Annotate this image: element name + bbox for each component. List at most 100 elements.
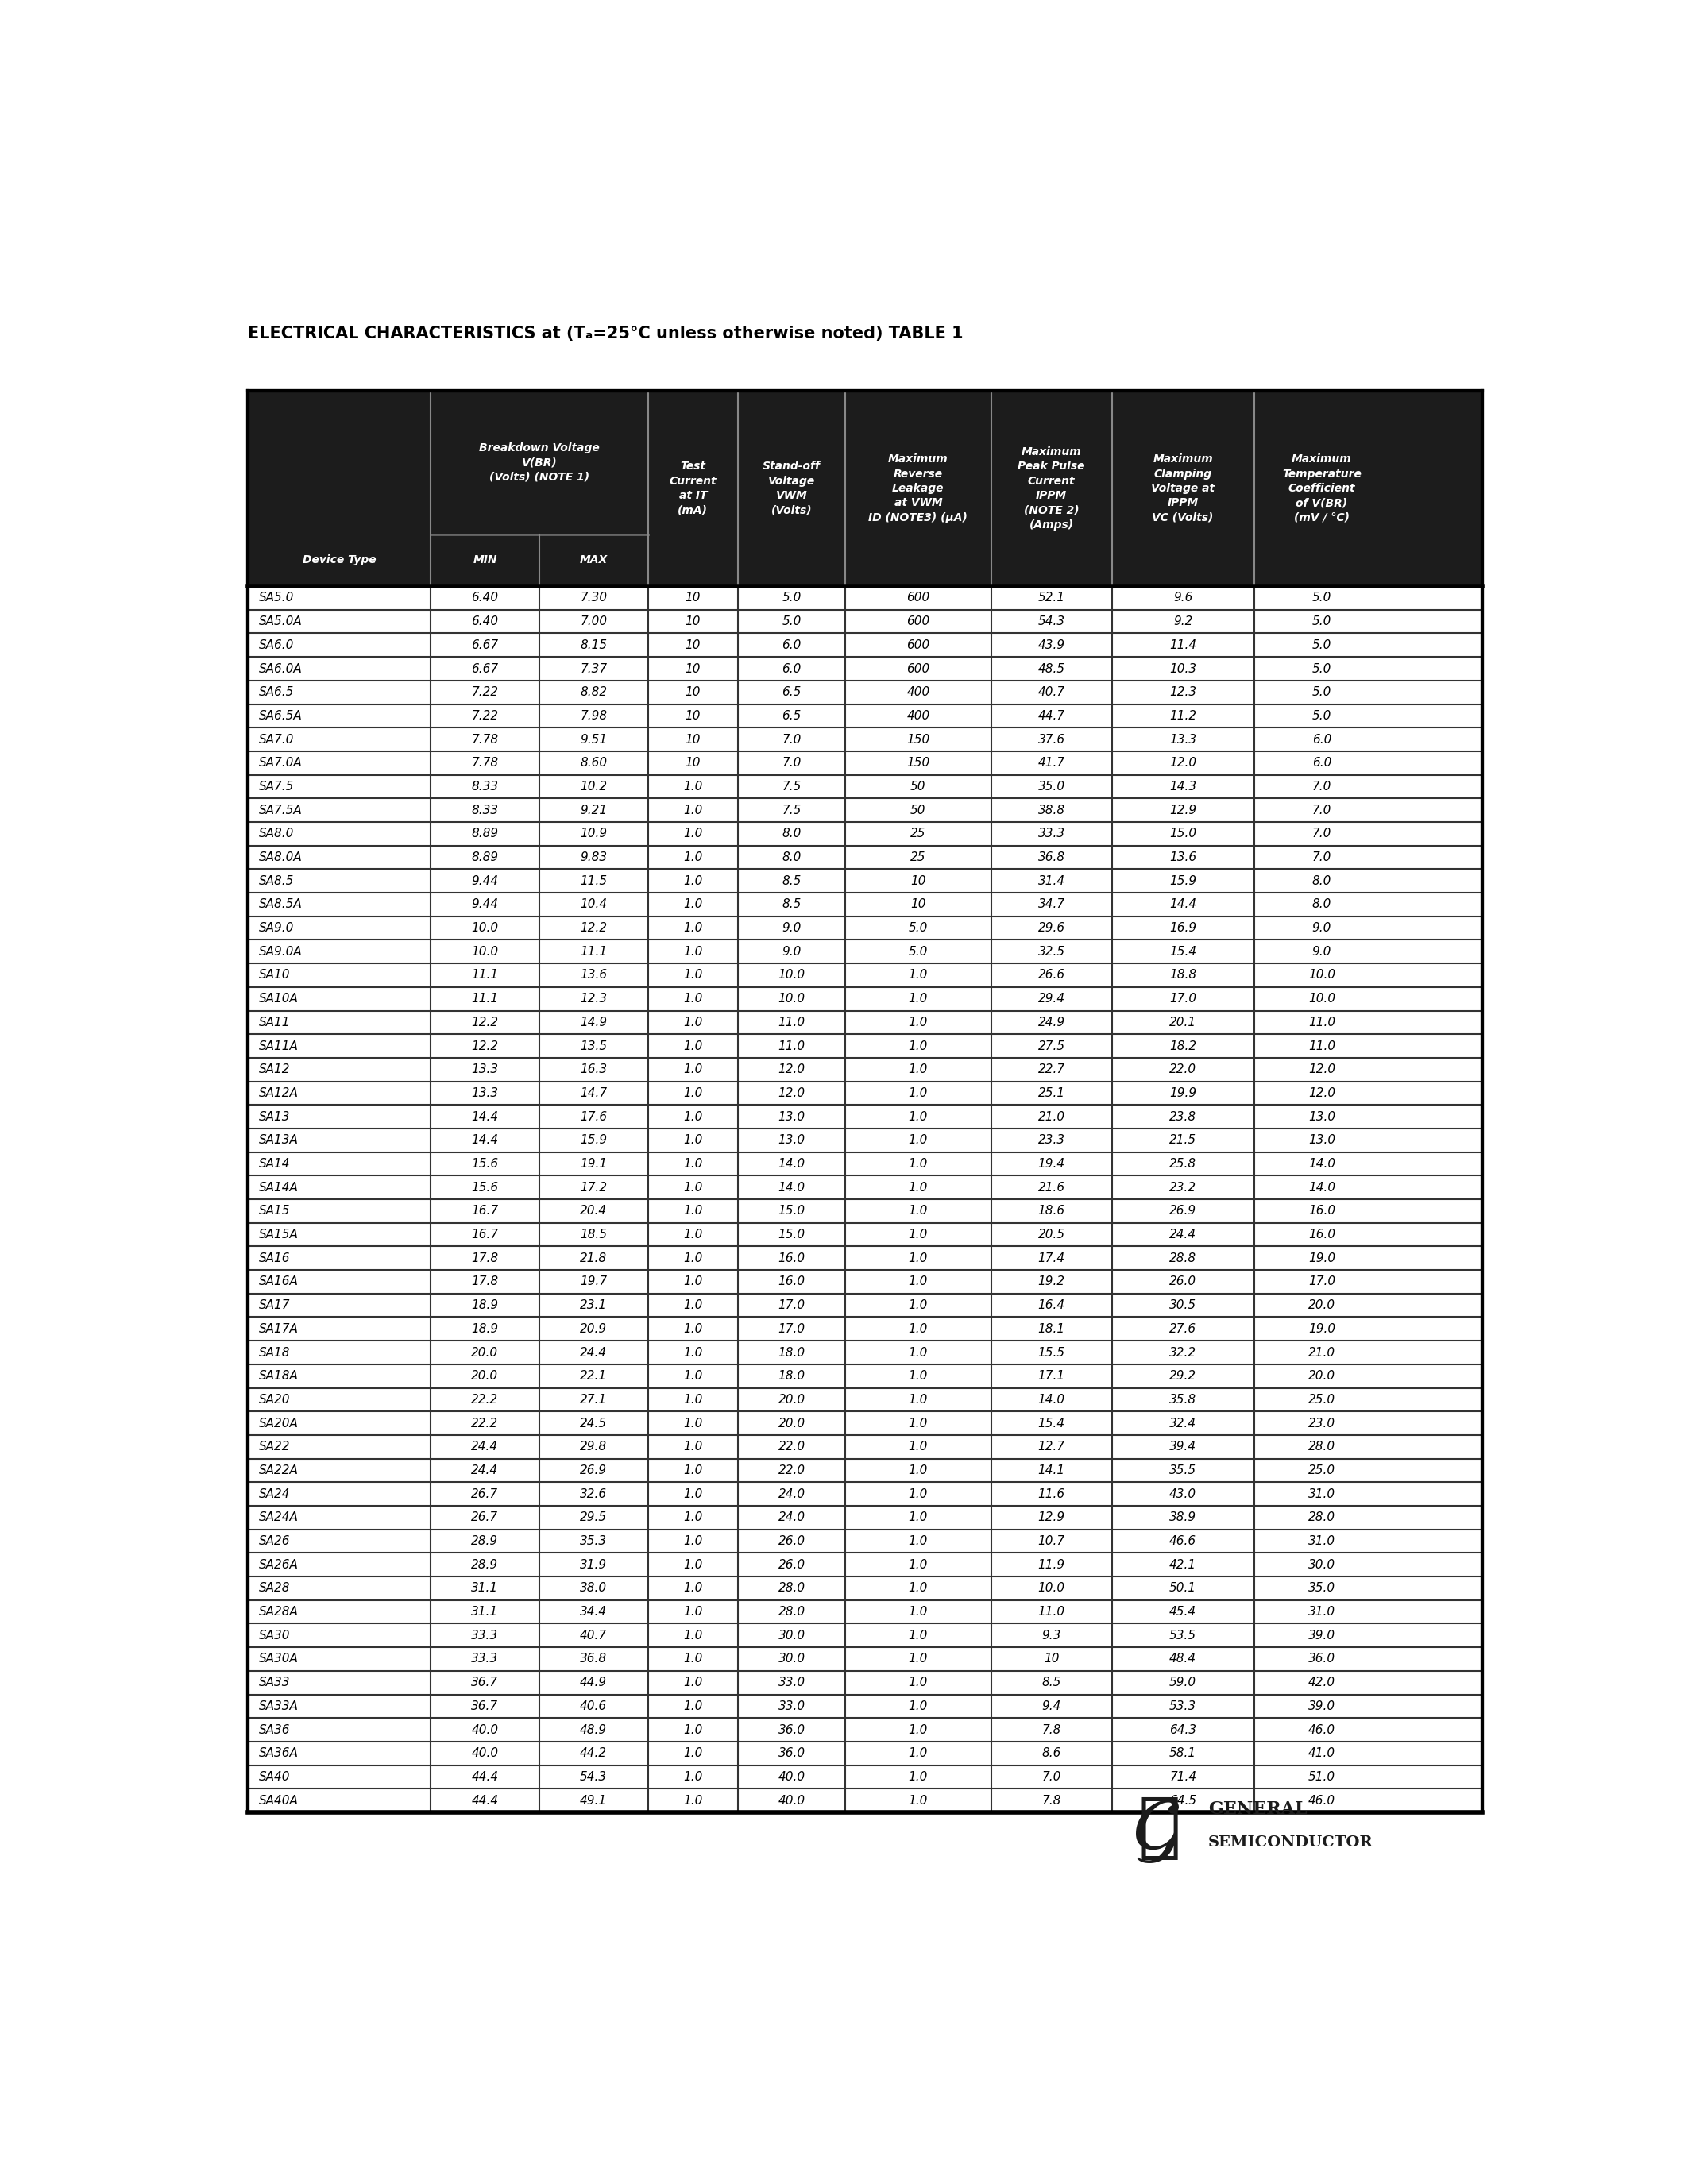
Text: 23.8: 23.8 [1170,1112,1197,1123]
Text: 9.2: 9.2 [1173,616,1193,627]
Text: 14.7: 14.7 [581,1088,608,1099]
Text: 10: 10 [685,662,701,675]
Text: 10.0: 10.0 [1308,994,1335,1005]
Text: 44.2: 44.2 [581,1747,608,1760]
Text: 37.6: 37.6 [1038,734,1065,745]
Text: 1.0: 1.0 [684,1369,702,1382]
Text: 1.0: 1.0 [684,1723,702,1736]
Text: 36.8: 36.8 [581,1653,608,1664]
Text: 20.0: 20.0 [778,1417,805,1428]
Text: 17.8: 17.8 [471,1275,498,1289]
Text: 19.9: 19.9 [1170,1088,1197,1099]
Text: 1.0: 1.0 [684,1182,702,1192]
Text: SA6.5: SA6.5 [258,686,294,699]
Text: 1.0: 1.0 [908,1393,928,1406]
Text: 30.0: 30.0 [1308,1559,1335,1570]
Text: 14.1: 14.1 [1038,1465,1065,1476]
Text: 7.22: 7.22 [471,686,498,699]
Text: 1.0: 1.0 [908,994,928,1005]
Text: 38.9: 38.9 [1170,1511,1197,1524]
Text: 1.0: 1.0 [684,922,702,935]
Text: 15.4: 15.4 [1170,946,1197,957]
Text: 6.40: 6.40 [471,616,498,627]
Text: 10.9: 10.9 [581,828,608,839]
Text: 22.2: 22.2 [471,1393,498,1406]
Text: 52.1: 52.1 [1038,592,1065,605]
Text: SA40A: SA40A [258,1795,299,1806]
Text: 1.0: 1.0 [684,1088,702,1099]
Text: 1.0: 1.0 [908,1487,928,1500]
Text: SA40: SA40 [258,1771,290,1782]
Text: 24.0: 24.0 [778,1511,805,1524]
Text: 26.9: 26.9 [1170,1206,1197,1216]
Text: 11.0: 11.0 [1308,1016,1335,1029]
Text: 1.0: 1.0 [684,1251,702,1265]
Text: SA10A: SA10A [258,994,299,1005]
Text: 54.3: 54.3 [1038,616,1065,627]
Text: 600: 600 [906,662,930,675]
Text: 36.0: 36.0 [778,1747,805,1760]
Text: SA22A: SA22A [258,1465,299,1476]
Text: 12.3: 12.3 [581,994,608,1005]
Text: 600: 600 [906,640,930,651]
Text: 1.0: 1.0 [684,1795,702,1806]
Text: 9.4: 9.4 [1041,1699,1062,1712]
Text: 1.0: 1.0 [684,1511,702,1524]
Text: SA13A: SA13A [258,1133,299,1147]
Text: 29.5: 29.5 [581,1511,608,1524]
Text: 9.6: 9.6 [1173,592,1193,605]
Text: 12.9: 12.9 [1170,804,1197,817]
Text: 1.0: 1.0 [684,1535,702,1546]
Text: SA14A: SA14A [258,1182,299,1192]
Text: 10.0: 10.0 [1038,1583,1065,1594]
Text: SA33A: SA33A [258,1699,299,1712]
Text: SA36A: SA36A [258,1747,299,1760]
Text: 12.0: 12.0 [1308,1088,1335,1099]
Text: 10.0: 10.0 [471,922,498,935]
Text: 7.78: 7.78 [471,758,498,769]
Text: 33.0: 33.0 [778,1699,805,1712]
Text: 8.5: 8.5 [782,898,802,911]
Text: 10.0: 10.0 [1308,970,1335,981]
Text: 17.0: 17.0 [778,1299,805,1310]
Text: SA18: SA18 [258,1348,290,1358]
Text: 48.5: 48.5 [1038,662,1065,675]
Text: 19.1: 19.1 [581,1158,608,1171]
Text: 26.7: 26.7 [471,1511,498,1524]
Text: 10: 10 [685,616,701,627]
Text: SA8.0A: SA8.0A [258,852,302,863]
Text: 1.0: 1.0 [684,1465,702,1476]
Text: 43.0: 43.0 [1170,1487,1197,1500]
Text: SA30: SA30 [258,1629,290,1642]
Text: 1.0: 1.0 [908,970,928,981]
Text: 1.0: 1.0 [684,1040,702,1053]
Text: 44.4: 44.4 [471,1771,498,1782]
Text: 1.0: 1.0 [908,1182,928,1192]
Text: 19.2: 19.2 [1038,1275,1065,1289]
Text: 14.4: 14.4 [1170,898,1197,911]
Text: 10.3: 10.3 [1170,662,1197,675]
Text: 19.7: 19.7 [581,1275,608,1289]
Text: SA20: SA20 [258,1393,290,1406]
Text: 1.0: 1.0 [684,1559,702,1570]
Text: 7.30: 7.30 [581,592,608,605]
Text: 7.0: 7.0 [1312,828,1332,839]
Text: 14.4: 14.4 [471,1112,498,1123]
Text: 35.0: 35.0 [1038,780,1065,793]
Text: 12.7: 12.7 [1038,1441,1065,1452]
Text: 18.9: 18.9 [471,1299,498,1310]
Text: 14.0: 14.0 [778,1182,805,1192]
Text: 21.0: 21.0 [1038,1112,1065,1123]
Text: 5.0: 5.0 [1312,592,1332,605]
Text: 9.3: 9.3 [1041,1629,1062,1642]
Text: SA20A: SA20A [258,1417,299,1428]
Text: 15.6: 15.6 [471,1182,498,1192]
Text: 33.0: 33.0 [778,1677,805,1688]
Text: 30.5: 30.5 [1170,1299,1197,1310]
Text: 33.3: 33.3 [471,1629,498,1642]
Text: 23.3: 23.3 [1038,1133,1065,1147]
Text: 1.0: 1.0 [908,1605,928,1618]
Text: SA8.0: SA8.0 [258,828,294,839]
Text: 1.0: 1.0 [908,1206,928,1216]
Text: 8.15: 8.15 [581,640,608,651]
